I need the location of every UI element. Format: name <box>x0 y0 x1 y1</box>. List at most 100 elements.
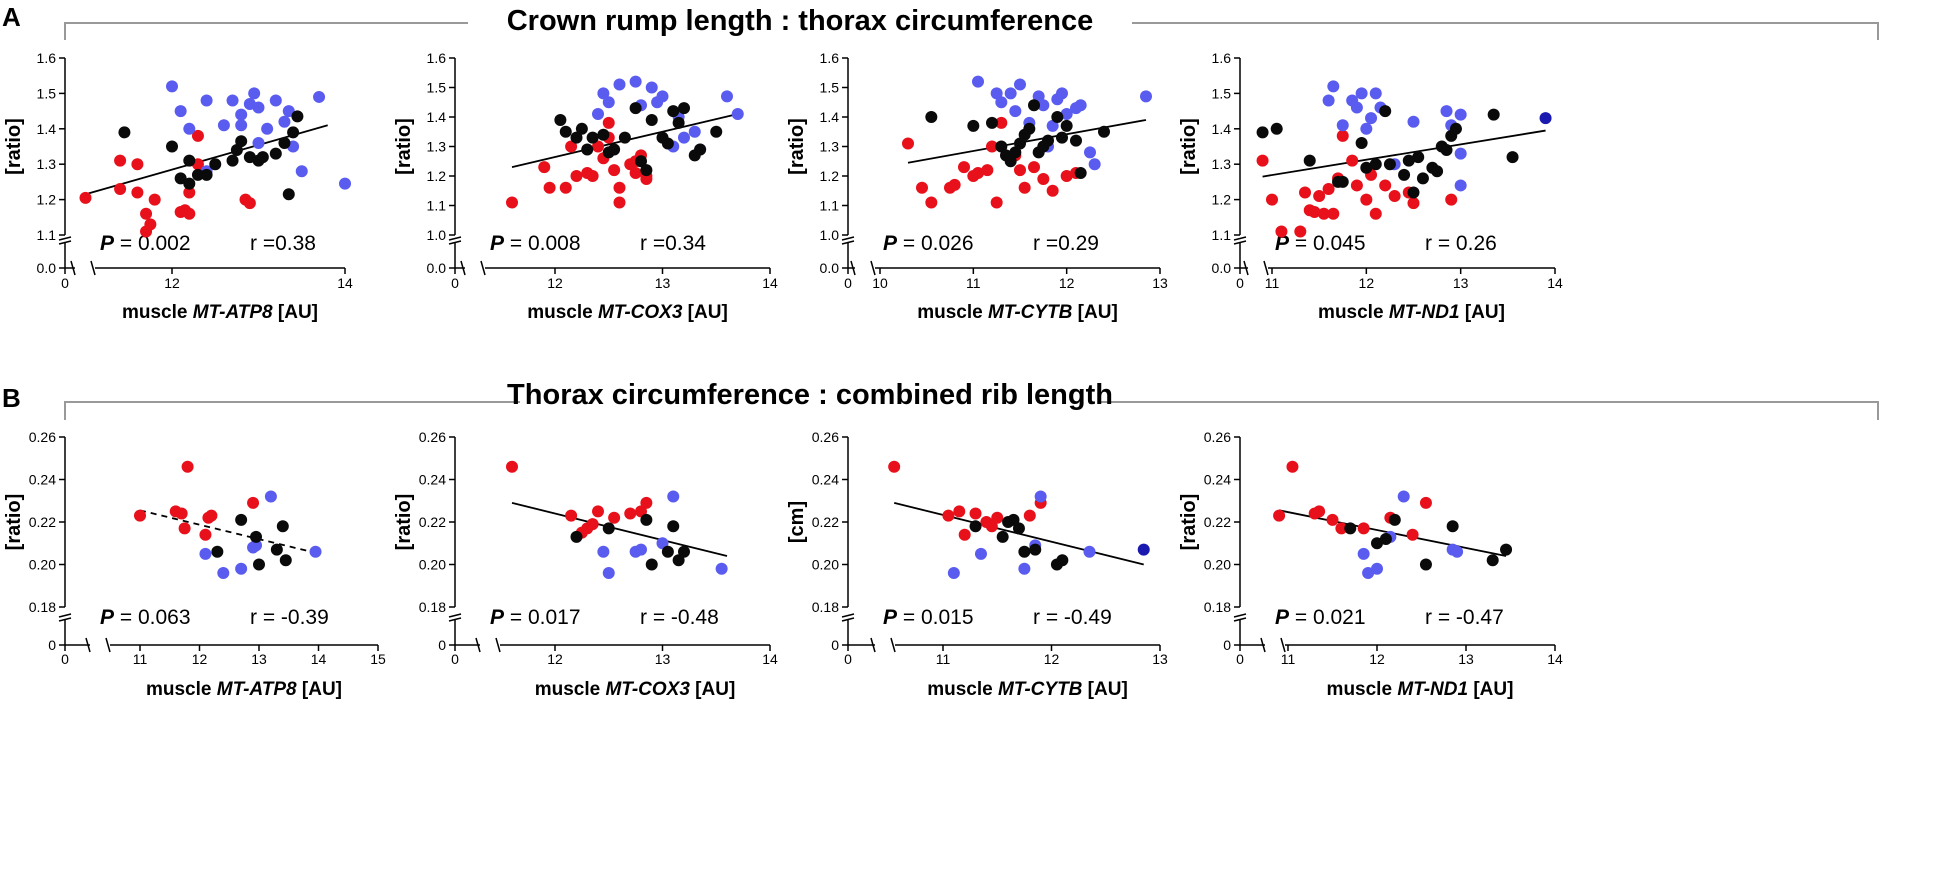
data-point-red <box>990 196 1003 209</box>
x-tick-label: 15 <box>370 651 386 667</box>
data-point-black <box>586 131 599 144</box>
data-point-blue <box>1451 545 1464 558</box>
x-label-suffix: [AU] <box>1082 679 1127 700</box>
x-label-gene: MT-COX3 <box>605 679 690 700</box>
data-point-blue <box>1397 490 1410 503</box>
data-point-black <box>1060 119 1073 132</box>
y-axis-label: [ratio] <box>393 494 415 551</box>
p-value-label: P = 0.017 <box>490 606 581 629</box>
data-point-blue <box>1037 99 1050 112</box>
y-break-mark <box>841 617 855 622</box>
x-axis-label: muscle MT-ATP8 [AU] <box>122 302 318 323</box>
x-label-suffix: [AU] <box>1072 302 1117 323</box>
data-point-blue <box>278 115 291 128</box>
data-point-black <box>1446 520 1459 533</box>
data-point-black <box>678 102 690 115</box>
x-tick-label: 0 <box>61 275 69 291</box>
x-tick-label: 11 <box>1281 651 1296 667</box>
data-point-blue <box>250 539 263 552</box>
x-tick-label: 14 <box>1547 275 1563 291</box>
x-axis-label: muscle MT-CYTB [AU] <box>917 302 1118 323</box>
data-point-black <box>1270 122 1283 135</box>
data-point-red <box>1308 205 1321 218</box>
x-tick-label: 12 <box>1369 651 1385 667</box>
data-point-red <box>991 511 1004 524</box>
data-point-black <box>694 143 707 156</box>
data-point-red <box>958 528 971 541</box>
data-point-red <box>995 116 1008 129</box>
y-tick-label: 0.24 <box>29 472 56 488</box>
x-label-suffix: [AU] <box>682 302 727 323</box>
data-point-blue <box>731 108 744 121</box>
data-point-blue <box>166 80 178 93</box>
data-point-blue <box>1014 78 1026 91</box>
data-point-red <box>1275 225 1288 238</box>
data-point-blue <box>226 94 239 107</box>
data-point-red <box>131 186 144 199</box>
y-tick-label: 0.22 <box>812 514 839 530</box>
x-axis-label: muscle MT-ATP8 [AU] <box>146 679 342 700</box>
data-point-black <box>1023 122 1036 135</box>
data-point-black <box>1012 522 1025 535</box>
data-point-black <box>967 119 980 132</box>
data-point-blue <box>252 136 265 149</box>
data-point-blue <box>309 545 322 558</box>
x-tick-label: 14 <box>1547 651 1563 667</box>
data-point-blue <box>1371 562 1383 575</box>
data-point-black <box>1506 151 1519 164</box>
y-axis-label: [cm] <box>786 501 808 543</box>
y-break-mark <box>58 617 72 622</box>
x-label-gene: MT-ND1 <box>1397 679 1468 700</box>
data-point-black <box>1074 167 1087 180</box>
data-point-black <box>253 558 265 571</box>
y-tick-label: 1.5 <box>820 80 840 96</box>
x-tick-label: 11 <box>936 651 951 667</box>
x-tick-label: 0 <box>451 651 459 667</box>
data-point-black <box>1303 154 1316 167</box>
data-point-red <box>247 496 260 509</box>
data-point-black <box>575 122 588 135</box>
data-point-black <box>1014 137 1026 150</box>
data-point-red <box>1299 186 1312 199</box>
y-tick-label: 1.2 <box>37 192 57 208</box>
data-point-red <box>134 509 146 522</box>
data-point-red <box>916 181 928 194</box>
data-point-red <box>199 528 212 541</box>
data-point-blue <box>629 75 642 88</box>
x-tick-label: 14 <box>337 275 353 291</box>
section-a-title: Crown rump length : thorax circumference <box>507 5 1094 37</box>
data-point-blue <box>678 131 690 144</box>
data-point-blue <box>990 87 1003 100</box>
x-tick-label: 12 <box>1044 651 1060 667</box>
data-point-red <box>1317 207 1330 220</box>
y-axis-label: [ratio] <box>1178 494 1200 551</box>
x-tick-label: 0 <box>844 651 852 667</box>
data-point-black <box>250 530 263 543</box>
data-point-darkblue <box>1539 112 1552 125</box>
y-tick-label: 0.26 <box>1204 429 1231 445</box>
data-point-red <box>1266 193 1278 206</box>
data-point-black <box>209 158 222 171</box>
data-point-black <box>200 168 213 181</box>
data-point-red <box>969 507 982 520</box>
chart-B3: 0.18 0.20 0.22 0.24 0.26 00 11 12 13 [cm] muscle M… <box>786 429 1168 700</box>
x-break-mark <box>1280 637 1286 653</box>
data-point-red <box>1369 207 1382 220</box>
y-tick-label: 0.24 <box>812 472 839 488</box>
regression-line <box>85 124 328 196</box>
data-point-blue <box>264 490 277 503</box>
data-point-red <box>602 116 615 129</box>
data-point-black <box>1449 122 1462 135</box>
p-value: = 0.021 <box>1289 606 1365 629</box>
data-point-black <box>608 143 621 156</box>
p-symbol: P <box>490 606 505 629</box>
data-point-black <box>256 151 269 164</box>
x-break-mark <box>70 260 76 276</box>
data-point-red <box>1256 154 1269 167</box>
data-point-blue <box>183 122 196 135</box>
data-point-blue <box>995 96 1008 109</box>
data-point-black <box>1056 554 1069 567</box>
data-point-red <box>1286 460 1299 473</box>
x-tick-label: 13 <box>655 651 671 667</box>
r-value-label: r = -0.47 <box>1425 606 1504 629</box>
